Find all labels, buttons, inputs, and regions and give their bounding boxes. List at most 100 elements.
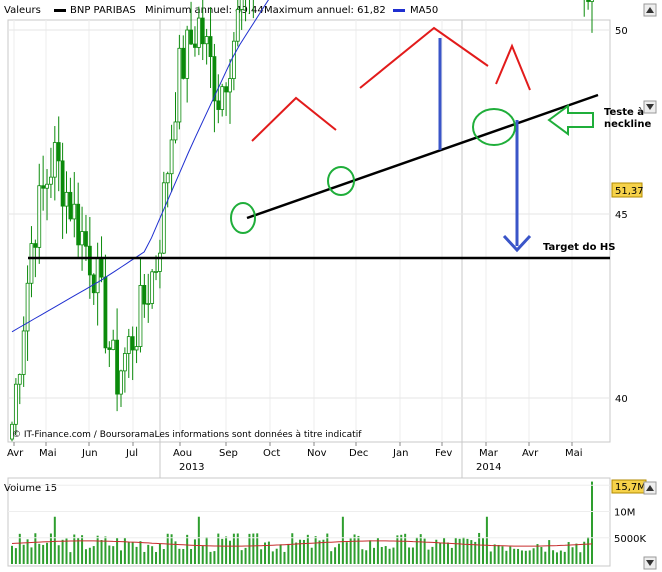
volume-bar [474,541,477,564]
volume-bar [190,548,193,564]
candle-body [60,160,65,207]
volume-bar [252,533,255,564]
volume-bar [400,534,403,564]
volume-bar [30,547,33,564]
volume-bar [505,550,508,564]
scroll-up-arrow[interactable] [643,3,657,17]
min-annual: Minimum annuel: 49,44 [145,5,264,16]
volume-bar [53,516,56,564]
volume-bar [143,551,146,564]
candle-body [142,285,147,305]
volume-bar [182,548,185,564]
candle-body [64,191,69,207]
candle-body [231,40,236,79]
candle-body [169,139,174,175]
stock-name: BNP PARIBAS [70,5,136,16]
volume-bar [193,539,196,564]
candle-body [235,9,240,42]
candle-body [228,78,232,93]
candle-body [185,29,190,79]
volume-bar [384,546,387,564]
volume-bar [131,542,134,564]
scroll-down-arrow-top[interactable] [643,100,657,114]
volume-bar [337,543,340,564]
y-tick-label: 40 [615,394,628,405]
volume-bar [88,547,91,564]
candle-body [29,243,34,284]
candle-body [37,185,42,248]
volume-bar [435,539,438,564]
candle-body [17,374,22,385]
volume-bar [57,545,60,564]
volume-bar [396,535,399,564]
ma50-label: MA50 [410,5,438,16]
volume-bar [104,536,107,564]
volume-bar [96,535,99,564]
candle-body [212,56,217,102]
volume-bar [306,534,309,564]
volume-bar [450,547,453,564]
candle-body [72,203,77,220]
x-tick-label: Fev [435,448,452,459]
volume-bar [563,551,566,564]
support-circle-3 [472,108,516,146]
volume-bar [256,533,259,564]
volume-bar [299,539,302,564]
volume-bar [334,547,337,564]
volume-bar [501,546,504,564]
scroll-down-arrow-volume[interactable] [643,556,657,570]
candle-body [21,330,26,375]
year-label: 2013 [179,462,204,473]
volume-bar [341,516,344,564]
volume-bar [559,550,562,564]
volume-bar [544,551,547,564]
volume-bar [123,537,126,564]
max-annual: Maximum annuel: 61,82 [264,5,386,16]
volume-bar [478,532,481,564]
volume-bar [248,533,251,564]
candle-body [126,336,131,354]
candle-body [52,142,57,178]
volume-bar [49,533,52,564]
volume-bar [524,550,527,564]
candle-body [80,231,84,246]
candle-body [161,182,166,254]
volume-bar [423,538,426,564]
candle-body [224,86,228,93]
scroll-up-arrow-volume[interactable] [643,481,657,495]
volume-bar [318,540,321,564]
volume-bar [155,551,158,564]
volume-bar [166,533,169,564]
volume-bar [462,537,465,564]
candle-body [204,36,209,45]
candle-body [115,339,120,395]
volume-bar [295,542,298,564]
volume-bar [509,546,512,564]
volume-bar [583,541,586,564]
projection-arrow-head [502,234,532,253]
volume-bar [419,534,422,564]
volume-bar [513,548,516,564]
volume-bar [411,547,414,564]
retest-label-line1: Teste à [604,106,644,118]
volume-bar [443,537,446,564]
volume-bar [92,546,95,564]
volume-bar [287,543,290,564]
volume-bar [322,539,325,564]
volume-bar [197,516,200,564]
x-tick-label: Oct [263,448,280,459]
x-tick-label: Dec [349,448,368,459]
volume-bar [264,542,267,564]
volume-bar [373,547,376,564]
volume-bar [489,551,492,564]
last-price-value: 51,37 [615,186,644,197]
volume-bar [353,534,356,564]
volume-bar [236,533,239,564]
candle-body [111,339,116,350]
volume-bar [127,542,130,564]
volume-bar [302,539,305,564]
x-tick-label: Jul [125,448,138,459]
volume-bar [22,544,25,564]
volume-bar [240,550,243,564]
candle-body [196,17,201,48]
